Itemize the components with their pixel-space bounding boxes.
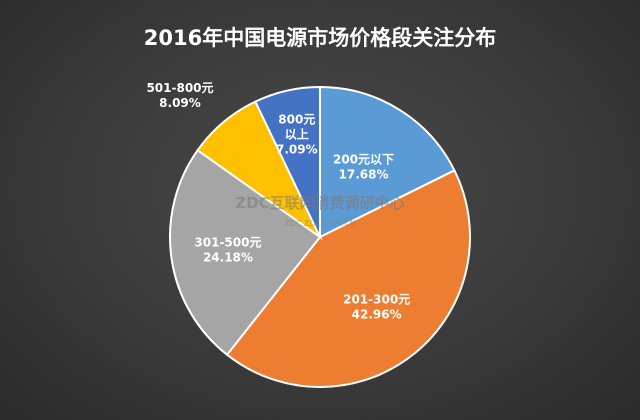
pie-slice: [319, 85, 456, 239]
slice-category-label: 以上: [285, 127, 309, 142]
pie-slice: [254, 85, 321, 238]
slice-value-label: 8.09%: [159, 96, 201, 110]
slice-value-label: 24.18%: [203, 251, 253, 265]
watermark-text: ZDC互联网消费调研中心: [235, 194, 404, 212]
slice-category-label: 200元以下: [333, 152, 394, 166]
slice-category-label: 201-300元: [343, 292, 410, 306]
chart-title: 2016年中国电源市场价格段关注分布: [143, 26, 497, 50]
slice-value-label: 17.68%: [339, 167, 389, 181]
watermark-url: ZDC.ZOL.COM.CN: [284, 219, 355, 228]
slice-value-label: 7.09%: [276, 143, 318, 157]
slice-category-label: 800元: [278, 113, 315, 127]
pie-slice: [169, 148, 322, 357]
pie-slice: [225, 169, 471, 388]
slice-category-label: 501-800元: [146, 81, 213, 95]
slice-category-label: 301-500元: [194, 236, 261, 250]
slice-value-label: 42.96%: [352, 307, 402, 321]
